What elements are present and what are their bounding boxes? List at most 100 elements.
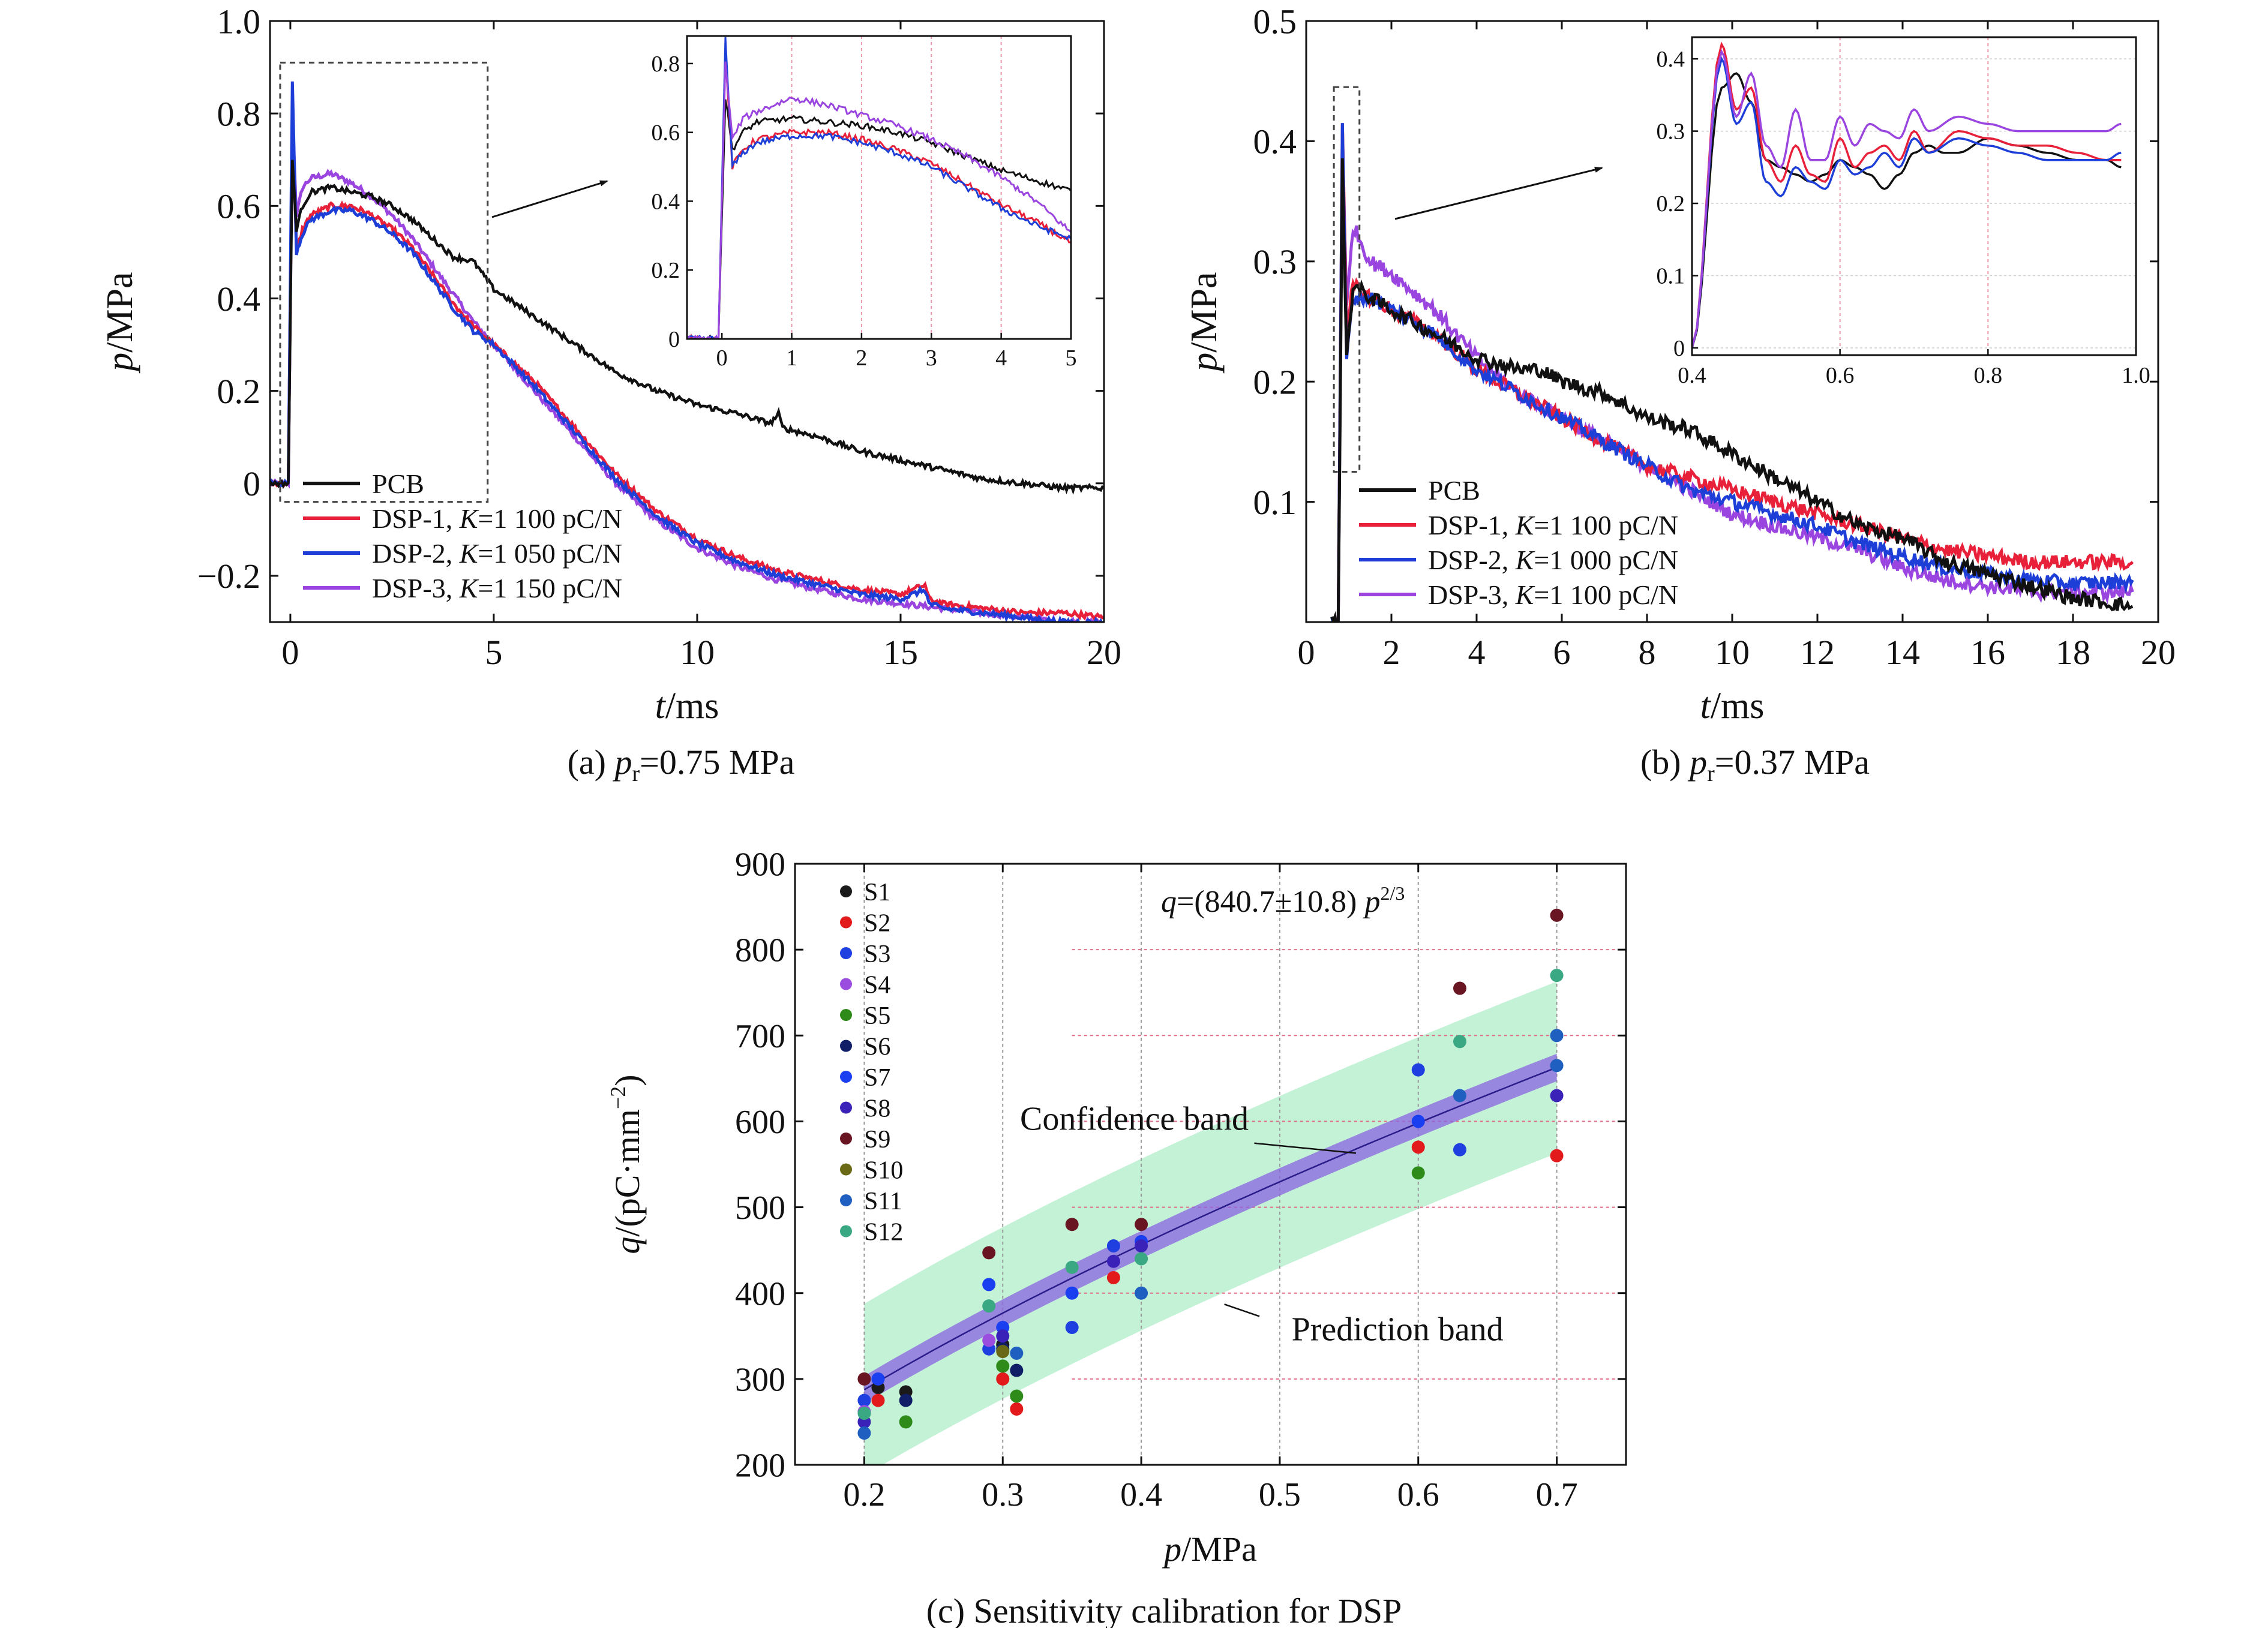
- data-point-s12: [1065, 1260, 1079, 1274]
- data-point-s12: [982, 1299, 996, 1313]
- inset-y-tick-label: 0.1: [1657, 264, 1685, 289]
- legend-marker-s11: [840, 1194, 852, 1206]
- y-tick-label: 0.8: [217, 94, 261, 133]
- y-axis-label-unit: /MPa: [1184, 272, 1225, 352]
- y-tick-label: 500: [735, 1190, 785, 1227]
- x-axis-label-unit: /MPa: [1181, 1530, 1257, 1569]
- x-tick-label: 4: [1468, 633, 1486, 672]
- y-tick-label: 0.4: [1253, 122, 1297, 161]
- inset-x-tick-label: 0.6: [1826, 363, 1855, 388]
- legend-marker-s10: [840, 1163, 852, 1176]
- inset-y-tick-label: 0: [1673, 336, 1685, 361]
- legend-label-s2: S2: [864, 910, 890, 938]
- legend-label-dsp-3: DSP-3, K=1 100 pC/N: [1428, 579, 1678, 610]
- zoom-arrow: [491, 180, 608, 218]
- data-point-s6: [1010, 1363, 1024, 1377]
- data-point-s9: [1135, 1218, 1148, 1231]
- data-point-s10: [996, 1345, 1010, 1359]
- data-point-s8: [1135, 1239, 1148, 1252]
- legend-label-part: K: [459, 503, 479, 534]
- data-point-s9: [982, 1246, 996, 1260]
- data-point-s5: [1411, 1166, 1425, 1180]
- legend-label-pcb: PCB: [372, 468, 424, 499]
- data-point-s2: [1411, 1140, 1425, 1154]
- data-point-s9: [1453, 981, 1466, 995]
- y-axis-label: p/MPa: [1184, 272, 1225, 373]
- legend-label-s11: S11: [864, 1188, 902, 1215]
- zoom-box: [279, 61, 489, 503]
- zoom-box: [1333, 86, 1361, 473]
- inset-x-tick-label: 4: [995, 346, 1007, 371]
- data-point-s3: [857, 1393, 871, 1407]
- data-point-s4: [982, 1333, 996, 1347]
- series-line-pcb: [1330, 158, 2134, 622]
- x-tick-label: 0.4: [1120, 1476, 1162, 1513]
- plot-frame: [269, 20, 1105, 623]
- data-point-s2: [996, 1372, 1010, 1386]
- legend-label-part: DSP-2,: [1428, 545, 1516, 575]
- y-tick-label: 0.3: [1253, 242, 1297, 281]
- data-point-s7: [871, 1372, 885, 1386]
- y-axis-label: p/MPa: [100, 272, 140, 373]
- y-axis-label-unit: /(pC·mm: [608, 1109, 647, 1237]
- inset-x-tick-label: 5: [1066, 346, 1077, 371]
- x-axis-label-unit: /ms: [1711, 686, 1765, 726]
- inset-line-dsp-2: [687, 37, 1071, 339]
- legend-marker-s8: [840, 1101, 852, 1114]
- data-point-s11: [1453, 1089, 1466, 1103]
- data-point-s9: [1065, 1218, 1079, 1231]
- y-tick-label: 0.5: [1253, 2, 1297, 41]
- inset-line-pcb: [687, 99, 1071, 339]
- inset-series-a: [687, 37, 1071, 339]
- y-axis-label-var: q: [608, 1237, 647, 1254]
- legend-label-part: DSP-3,: [372, 573, 460, 603]
- y-tick-label: 0.1: [1253, 483, 1297, 522]
- data-point-s9: [1550, 908, 1564, 922]
- legend-marker-s1: [840, 885, 852, 897]
- inset-y-tick-label: 0.3: [1657, 119, 1685, 145]
- legend-label-part: =1 100 pC/N: [478, 503, 622, 534]
- legend-label-s9: S9: [864, 1126, 890, 1154]
- legend-marker-s4: [840, 978, 852, 990]
- panel-b-chart: 0 2 4 6 8 10 12 14 16 18 20 0.1 0.2 0.3 0.4 0.5 t/ms p/MP…: [1184, 2, 2176, 726]
- legend-label-part: DSP-3,: [1428, 579, 1516, 610]
- x-tick-label: 14: [1885, 633, 1920, 672]
- inset-line-dsp-3: [687, 61, 1071, 339]
- series-group-b: [1330, 123, 2134, 622]
- series-line-pcb: [270, 160, 1104, 495]
- inset-bg: [1692, 37, 2136, 355]
- y-axis-label-exp: −2: [606, 1086, 630, 1109]
- annotation-leader: [1254, 1142, 1356, 1154]
- inset-bg: [687, 36, 1071, 339]
- legend-label-part: =1 100 pC/N: [1534, 510, 1678, 540]
- data-point-s12: [1135, 1252, 1148, 1266]
- x-tick-label: 0.3: [982, 1476, 1024, 1513]
- legend-label-s4: S4: [864, 972, 890, 999]
- data-point-s7: [1411, 1115, 1425, 1128]
- legend-label-s10: S10: [864, 1157, 903, 1185]
- prediction-band: [864, 981, 1557, 1465]
- y-axis-label-var: p: [100, 353, 140, 374]
- legend-label-part: =1 150 pC/N: [478, 573, 622, 603]
- zoom-arrow: [1394, 167, 1603, 220]
- inset-line-dsp-3: [1692, 49, 2122, 349]
- inset-x-tick-label: 0.8: [1974, 363, 2003, 388]
- x-tick-label: 8: [1639, 633, 1656, 672]
- legend-label-s8: S8: [864, 1095, 890, 1123]
- x-tick-label: 10: [1715, 633, 1750, 672]
- x-axis-label: t/ms: [655, 686, 719, 726]
- data-point-s6: [899, 1393, 913, 1407]
- x-tick-label: 0: [281, 633, 299, 672]
- y-tick-label: 0.4: [217, 280, 261, 319]
- inset-y-tick-label: 0.4: [652, 189, 680, 214]
- legend-marker-s7: [840, 1071, 852, 1083]
- x-axis-label-var: t: [1700, 686, 1712, 726]
- y-tick-label: −0.2: [197, 557, 260, 596]
- y-tick-label: 0.6: [217, 187, 261, 226]
- inset-x-tick-label: 0.4: [1678, 363, 1706, 388]
- x-axis-label: p/MPa: [1162, 1530, 1257, 1569]
- eq-p: p: [1363, 885, 1381, 919]
- inset-line-dsp-1: [1692, 41, 2122, 349]
- legend-label-dsp-2: DSP-2, K=1 050 pC/N: [372, 538, 622, 569]
- legend-marker-s2: [840, 916, 852, 929]
